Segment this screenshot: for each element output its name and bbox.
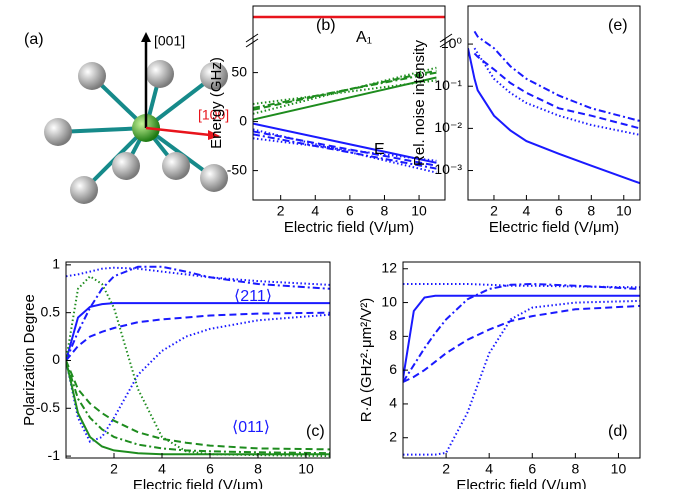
series-line <box>66 315 330 442</box>
x-axis-title: Electric field (V/μm) <box>133 477 263 489</box>
x-tick-label: 10 <box>616 203 632 219</box>
series-line <box>253 73 436 108</box>
x-tick-label: 10 <box>411 203 427 219</box>
y-tick-label: 0.5 <box>41 303 61 319</box>
x-tick-label: 4 <box>485 461 493 477</box>
x-axis-title: Electric field (V/μm) <box>456 477 586 489</box>
x-tick-label: 8 <box>254 461 262 477</box>
x-axis-title: Electric field (V/μm) <box>284 219 414 236</box>
y-axis-title: Polarization Degree <box>21 294 38 426</box>
arrow-head <box>141 32 151 42</box>
series-line <box>66 313 330 361</box>
y-tick-label: 50 <box>231 63 247 79</box>
x-tick-label: 2 <box>277 203 285 219</box>
x-tick-label: 6 <box>528 461 536 477</box>
panel-label: (e) <box>608 17 628 34</box>
annotation: ⟨011⟩ <box>232 419 270 436</box>
y-tick-label: 0 <box>52 351 60 367</box>
y-tick-label: 10⁻² <box>434 119 462 135</box>
y-tick-label: 2 <box>389 428 397 444</box>
y-tick-label: 10⁻¹ <box>434 77 462 93</box>
x-tick-label: 2 <box>110 461 118 477</box>
y-tick-label: 10⁻³ <box>434 161 462 177</box>
x-tick-label: 6 <box>555 203 563 219</box>
y-axis-title: R·Δ (GHz²·μm²/V²) <box>358 298 375 422</box>
plot-frame <box>403 262 640 458</box>
y-tick-label: 8 <box>389 327 397 343</box>
y-axis-title: Energy (GHz) <box>208 57 225 149</box>
y-axis-title: Rel. noise intensity <box>411 40 428 166</box>
x-tick-label: 10 <box>611 461 627 477</box>
series-line <box>253 134 436 168</box>
x-tick-label: 6 <box>346 203 354 219</box>
series-line <box>66 361 330 450</box>
series-line <box>475 53 641 128</box>
y-tick-label: 6 <box>389 361 397 377</box>
x-tick-label: 6 <box>206 461 214 477</box>
figure: (a) [001] [100] 246810-50050Electric fie… <box>0 0 682 489</box>
annotation: ⟨211⟩ <box>234 288 272 305</box>
series-line <box>403 284 640 382</box>
series-line <box>403 306 640 382</box>
y-tick-label: -1 <box>48 447 61 463</box>
y-tick-label: 4 <box>389 395 397 411</box>
annotation: A₁ <box>356 29 372 46</box>
panel-label: (b) <box>316 17 336 34</box>
y-tick-label: -50 <box>227 161 247 177</box>
y-tick-label: 12 <box>381 259 397 275</box>
x-axis-title: Electric field (V/μm) <box>489 219 619 236</box>
panel-label: (d) <box>608 423 628 440</box>
series-line <box>403 301 640 455</box>
series-line <box>253 80 436 104</box>
panel-label: (a) <box>24 31 44 48</box>
y-tick-label: 0 <box>239 112 247 128</box>
x-tick-label: 4 <box>523 203 531 219</box>
series-line <box>66 361 330 454</box>
x-tick-label: 8 <box>381 203 389 219</box>
series-line <box>403 284 640 287</box>
y-tick-label: 10⁰ <box>441 35 463 51</box>
series-line <box>66 268 330 285</box>
series-line <box>66 361 330 455</box>
x-tick-label: 4 <box>158 461 166 477</box>
series-line <box>403 296 640 379</box>
x-tick-label: 2 <box>442 461 450 477</box>
axis-label: [001] <box>154 33 185 49</box>
x-tick-label: 8 <box>587 203 595 219</box>
x-tick-label: 2 <box>490 203 498 219</box>
x-tick-label: 10 <box>298 461 314 477</box>
annotation: E <box>374 141 385 158</box>
x-tick-label: 8 <box>571 461 579 477</box>
y-tick-label: 1 <box>52 256 60 272</box>
y-tick-label: -0.5 <box>36 399 60 415</box>
plot-frame <box>468 6 640 200</box>
series-line <box>253 138 436 161</box>
y-tick-label: 10 <box>381 293 397 309</box>
x-tick-label: 4 <box>311 203 319 219</box>
molecule-diagram: (a) [001] [100] <box>24 31 229 204</box>
panel-label: (c) <box>306 423 325 440</box>
